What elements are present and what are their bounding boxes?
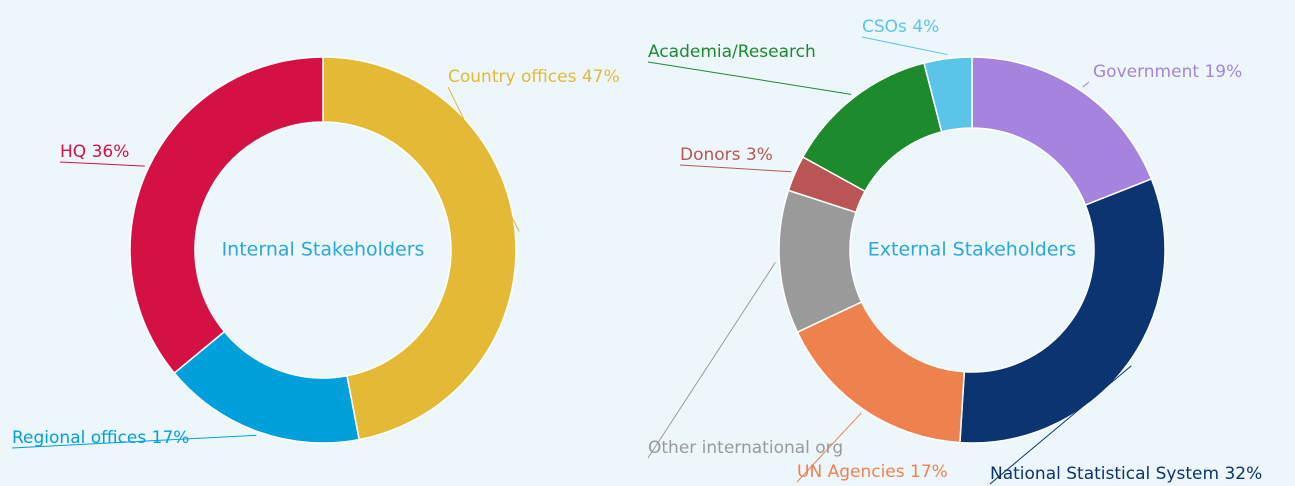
category-label: HQ [60, 142, 86, 162]
leader-line [1082, 81, 1090, 88]
category-label: Academia/Research [648, 42, 816, 62]
slice-label: HQ 36% [60, 142, 129, 162]
slice-label: National Statistical System 32% [990, 464, 1262, 484]
slice-label: Other international org [648, 438, 843, 458]
leader-line [447, 86, 520, 232]
category-label: National Statistical System [990, 464, 1219, 484]
slice-label: Academia/Research [648, 42, 816, 62]
category-label: Other international org [648, 438, 843, 458]
slice-label: Country offices 47% [448, 67, 620, 87]
slice-label: Donors 3% [680, 145, 773, 165]
leader-line [679, 164, 792, 173]
leader-line [59, 161, 145, 167]
category-label: UN Agencies [797, 462, 905, 482]
value-label: 17% [152, 428, 190, 448]
donut-slice [322, 56, 517, 441]
donut-slice [923, 56, 973, 133]
category-label: Regional offices [12, 428, 146, 448]
value-label: 3% [746, 145, 773, 165]
leader-line [11, 434, 257, 449]
donut-slice [129, 56, 324, 375]
value-label: 19% [1204, 62, 1242, 82]
leader-line [989, 365, 1132, 485]
leader-line [647, 61, 852, 95]
center-title: External Stakeholders [868, 239, 1076, 261]
value-label: 32% [1224, 464, 1262, 484]
slice-label: Regional offices 17% [12, 428, 189, 448]
slice-label: Government 19% [1093, 62, 1242, 82]
value-label: 4% [912, 17, 939, 37]
leader-line [861, 36, 948, 56]
category-label: CSOs [862, 17, 907, 37]
leader-line [796, 412, 862, 483]
leader-line [647, 262, 776, 459]
value-label: 47% [582, 67, 620, 87]
value-label: 36% [92, 142, 130, 162]
category-label: Government [1093, 62, 1199, 82]
slice-label: CSOs 4% [862, 17, 939, 37]
slice-label: UN Agencies 17% [797, 462, 948, 482]
donut-slice [796, 300, 966, 444]
center-title: Internal Stakeholders [222, 239, 425, 261]
donut-slice [959, 177, 1166, 444]
category-label: Donors [680, 145, 741, 165]
category-label: Country offices [448, 67, 577, 87]
value-label: 17% [910, 462, 948, 482]
